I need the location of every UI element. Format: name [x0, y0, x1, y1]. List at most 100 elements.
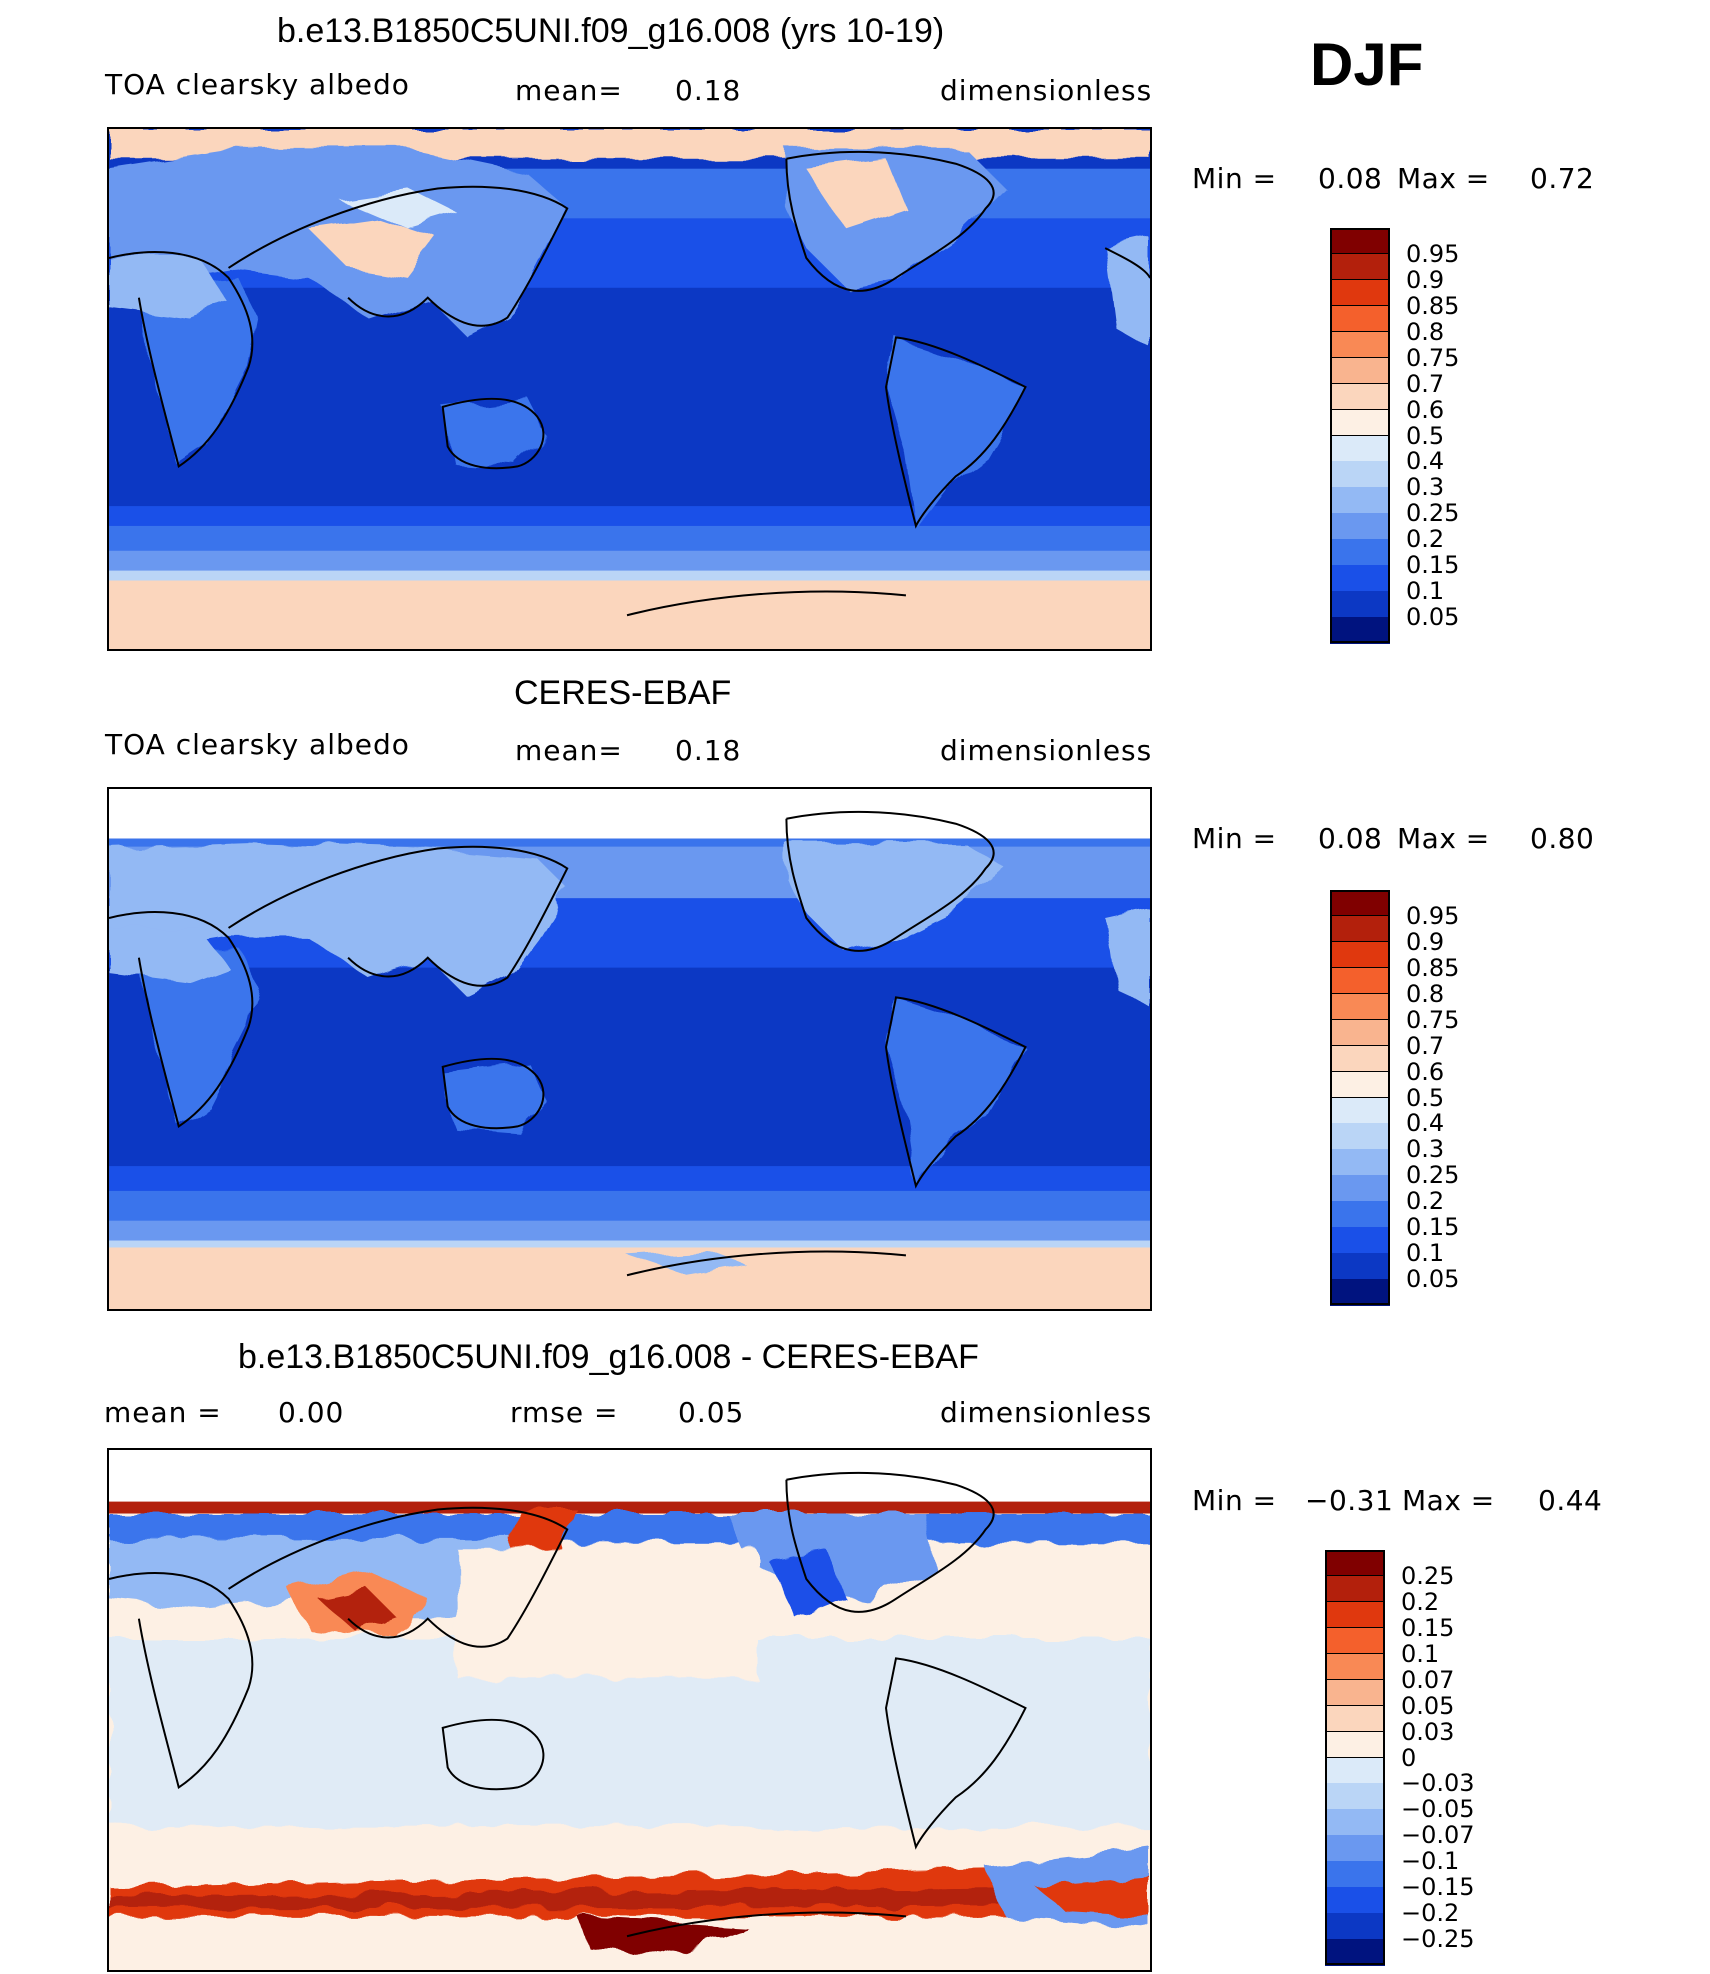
panel-1-units: dimensionless	[940, 74, 1153, 107]
colorbar-swatch	[1330, 617, 1390, 644]
colorbar-swatch	[1325, 1887, 1385, 1914]
colorbar-swatch	[1330, 228, 1390, 255]
colorbar-level-label: 0.4	[1406, 447, 1445, 476]
panel-1-map	[107, 127, 1152, 651]
colorbar-swatch	[1330, 1071, 1390, 1098]
colorbar-level-label: 0.5	[1406, 421, 1445, 450]
colorbar-level-label: −0.1	[1401, 1847, 1460, 1876]
colorbar-level-label: 0.2	[1406, 1187, 1445, 1216]
panel-3-mean-label: mean =	[104, 1396, 222, 1429]
colorbar-swatch	[1330, 279, 1390, 307]
panel-3-rmse-value: 0.05	[678, 1396, 745, 1429]
panel-1-min-value: 0.08	[1318, 162, 1383, 195]
panel-3-title: b.e13.B1850C5UNI.f09_g16.008 - CERES-EBA…	[238, 1338, 979, 1376]
panel-1-max-label: Max =	[1397, 162, 1490, 195]
colorbar-level-label: −0.2	[1401, 1899, 1460, 1928]
colorbar-level-label: 0.95	[1406, 901, 1460, 930]
panel-2-mean-value: 0.18	[675, 734, 742, 767]
colorbar-swatch	[1325, 1939, 1385, 1966]
colorbar-level-label: 0.1	[1401, 1639, 1440, 1668]
panel-2-mean-label: mean=	[515, 734, 623, 767]
colorbar-level-label: 0.05	[1401, 1691, 1455, 1720]
colorbar-swatch	[1330, 331, 1390, 359]
colorbar-level-label: 0.07	[1401, 1665, 1455, 1694]
colorbar-level-label: 0.05	[1406, 1265, 1460, 1294]
colorbar-level-label: 0.25	[1401, 1561, 1455, 1590]
colorbar-swatch	[1330, 1019, 1390, 1047]
colorbar-swatch	[1330, 435, 1390, 462]
colorbar-level-label: 0.95	[1406, 239, 1460, 268]
colorbar-level-label: 0.15	[1401, 1613, 1455, 1642]
colorbar-swatch	[1330, 357, 1390, 385]
panel-3-max-value: 0.44	[1538, 1484, 1603, 1517]
colorbar-swatch	[1325, 1653, 1385, 1681]
colorbar-swatch	[1330, 253, 1390, 281]
colorbar-level-label: 0.15	[1406, 1213, 1460, 1242]
colorbar-swatch	[1330, 409, 1390, 436]
colorbar-level-label: 0.6	[1406, 395, 1445, 424]
panel-3-map-svg	[109, 1450, 1150, 1970]
colorbar-swatch	[1325, 1601, 1385, 1629]
panel-3-map	[107, 1448, 1152, 1972]
colorbar-swatch	[1330, 539, 1390, 566]
colorbar-level-label: 0.3	[1406, 1135, 1445, 1164]
colorbar-level-label: 0	[1401, 1743, 1417, 1772]
panel-2-title: CERES-EBAF	[514, 674, 732, 712]
colorbar-swatch	[1330, 993, 1390, 1021]
panel-3-max-label: Max =	[1402, 1484, 1495, 1517]
colorbar-swatch	[1330, 1045, 1390, 1073]
panel-3-min-label: Min =	[1192, 1484, 1277, 1517]
colorbar-swatch	[1330, 513, 1390, 540]
colorbar-level-label: 0.1	[1406, 577, 1445, 606]
colorbar-level-label: −0.07	[1401, 1821, 1475, 1850]
colorbar-level-label: 0.75	[1406, 343, 1460, 372]
colorbar-level-label: −0.03	[1401, 1769, 1475, 1798]
panel-1-mean-label: mean=	[515, 74, 623, 107]
colorbar-swatch	[1330, 487, 1390, 514]
colorbar-swatch	[1330, 1123, 1390, 1150]
panel-2-max-label: Max =	[1397, 822, 1490, 855]
panel-2-map-svg	[109, 789, 1150, 1309]
colorbar-level-label: 0.6	[1406, 1057, 1445, 1086]
colorbar-level-label: 0.1	[1406, 1239, 1445, 1268]
panel-2-variable-label: TOA clearsky albedo	[105, 728, 410, 761]
colorbar-level-label: 0.8	[1406, 317, 1445, 346]
colorbar-level-label: −0.15	[1401, 1873, 1475, 1902]
colorbar-swatch	[1330, 915, 1390, 943]
panel-1-min-label: Min =	[1192, 162, 1277, 195]
colorbar-swatch	[1325, 1809, 1385, 1836]
colorbar-swatch	[1325, 1550, 1385, 1577]
panel-1-mean-value: 0.18	[675, 74, 742, 107]
panel-3-units: dimensionless	[940, 1396, 1153, 1429]
colorbar-swatch	[1325, 1757, 1385, 1784]
colorbar-level-label: 0.8	[1406, 979, 1445, 1008]
panel-1-map-svg	[109, 129, 1150, 649]
colorbar-frame	[1325, 1550, 1385, 1965]
colorbar-swatch	[1330, 305, 1390, 333]
colorbar-swatch	[1325, 1627, 1385, 1655]
colorbar-level-label: 0.2	[1406, 525, 1445, 554]
colorbar-swatch	[1330, 591, 1390, 618]
panel-2-colorbar: 0.95 0.9 0.85 0.8 0.75 0.7 0.6 0.5 0.4 0.3 0.25 0.2…	[1330, 890, 1550, 1306]
panel-3-colorbar: 0.25 0.2 0.15 0.1 0.07 0.05 0.03 0 −0.03 −0.05 −0.…	[1325, 1550, 1555, 1966]
colorbar-swatch	[1325, 1783, 1385, 1810]
colorbar-swatch	[1330, 1279, 1390, 1306]
colorbar-swatch	[1325, 1835, 1385, 1862]
colorbar-frame	[1330, 890, 1390, 1305]
colorbar-level-label: 0.7	[1406, 369, 1445, 398]
colorbar-level-label: −0.25	[1401, 1925, 1475, 1954]
colorbar-swatch	[1330, 383, 1390, 411]
colorbar-swatch	[1330, 1175, 1390, 1202]
panel-3-rmse-label: rmse =	[510, 1396, 619, 1429]
colorbar-swatch	[1330, 1227, 1390, 1254]
panel-2-map	[107, 787, 1152, 1311]
colorbar-swatch	[1330, 565, 1390, 592]
colorbar-swatch	[1325, 1575, 1385, 1603]
colorbar-frame	[1330, 228, 1390, 643]
colorbar-level-label: 0.25	[1406, 1161, 1460, 1190]
panel-1-max-value: 0.72	[1530, 162, 1595, 195]
colorbar-swatch	[1325, 1913, 1385, 1940]
colorbar-level-label: 0.9	[1406, 265, 1445, 294]
colorbar-swatch	[1325, 1679, 1385, 1707]
